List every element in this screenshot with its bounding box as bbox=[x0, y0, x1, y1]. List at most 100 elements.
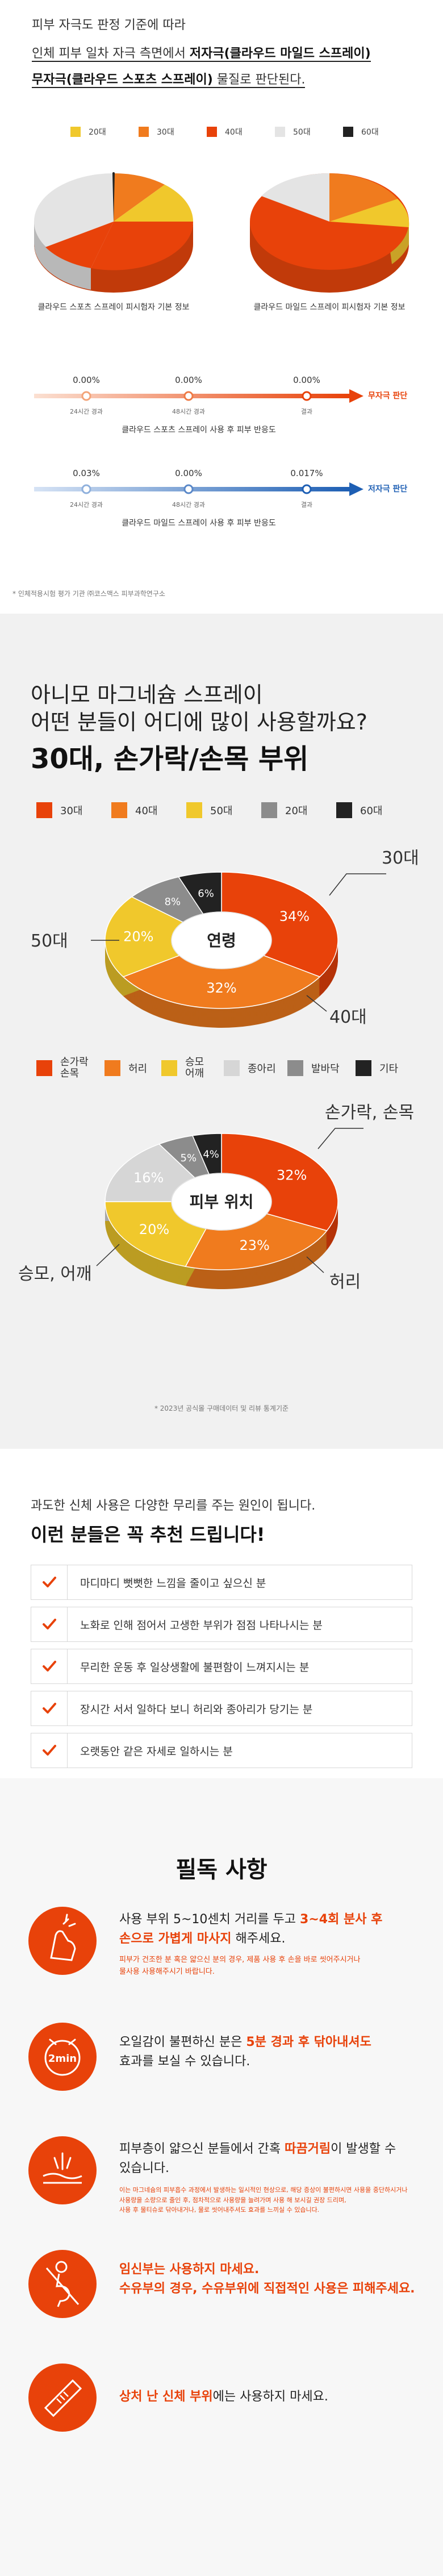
slice-label: 32% bbox=[206, 980, 236, 996]
sports-step-24h: 24시간 경과 bbox=[70, 408, 103, 415]
mild-timeline-arrow bbox=[34, 482, 363, 496]
age-donut-chart: 34% 32% 20% 8% 6% 연령 30대 40대 50대 bbox=[31, 848, 419, 1028]
legend-part-finger: 손가락 손목 bbox=[36, 1057, 105, 1079]
mild-step-24h: 24시간 경과 bbox=[70, 501, 103, 508]
intro-line-3: 무자극(클라우드 스포츠 스프레이) 물질로 판단된다. bbox=[32, 69, 306, 88]
legend-part-sole: 발바닥 bbox=[287, 1060, 356, 1076]
sports-step-result: 결과 bbox=[300, 408, 313, 415]
part-donut-chart: 32% 23% 20% 16% 5% 4% 피부 위치 손가락, 손목 허리 승모, 어깨 bbox=[18, 1103, 414, 1292]
slice-label: 23% bbox=[240, 1237, 270, 1253]
recommend-item-text: 노화로 인해 점어서 고생한 부위가 점점 나타나시는 분 bbox=[80, 1619, 323, 1632]
sports-pie-chart bbox=[34, 172, 194, 293]
recommend-item: 마디마디 뻣뻣한 느낌을 줄이고 싶으신 분 bbox=[31, 1565, 412, 1600]
pregnant-icon bbox=[28, 2250, 97, 2318]
slice-label: 4% bbox=[203, 1149, 219, 1161]
intro-mild-bold: 저자극(클라우드 마일드 스프레이) bbox=[189, 47, 371, 62]
legend-40s: 40대 bbox=[207, 126, 275, 137]
callout-age-40s: 40대 bbox=[329, 1007, 367, 1027]
recommend-item: 오랫동안 같은 자세로 일하시는 분 bbox=[31, 1733, 412, 1768]
survey-part-legend: 손가락 손목 허리 승모 어깨 종아리 발바닥 기타 bbox=[36, 1057, 407, 1079]
legend-age-30s: 30대 bbox=[36, 802, 111, 818]
intro-line-2: 인체 피부 일차 자극 측면에서 저자극(클라우드 마일드 스프레이) bbox=[32, 43, 371, 62]
spray-hand-icon bbox=[28, 1907, 97, 1975]
recommend-item-text: 오랫동안 같은 자세로 일하시는 분 bbox=[80, 1745, 233, 1758]
skin-layer-icon bbox=[28, 2136, 97, 2204]
recommend-item-text: 마디마디 뻣뻣한 느낌을 줄이고 싶으신 분 bbox=[80, 1577, 266, 1590]
survey-answer: 30대, 손가락/손목 부위 bbox=[31, 743, 309, 775]
legend-part-etc: 기타 bbox=[356, 1060, 407, 1076]
donut-center-label: 피부 위치 bbox=[190, 1193, 254, 1211]
sports-timeline-caption: 클라우드 스포츠 스프레이 사용 후 피부 반응도 bbox=[122, 426, 276, 435]
legend-30s: 30대 bbox=[139, 126, 207, 137]
legend-20s: 20대 bbox=[70, 126, 139, 137]
survey-age-legend: 30대 40대 50대 20대 60대 bbox=[36, 802, 393, 818]
legend-age-40s: 40대 bbox=[111, 802, 186, 818]
sports-step-48h: 48시간 경과 bbox=[172, 408, 205, 415]
checkmark-icon bbox=[31, 1565, 68, 1599]
recommend-intro: 과도한 신체 사용은 다양한 무리를 주는 원인이 됩니다. bbox=[31, 1499, 316, 1513]
irritation-test-section: 피부 자극도 판정 기준에 따라 인체 피부 일차 자극 측면에서 저자극(클라… bbox=[0, 0, 443, 614]
survey-note: * 2023년 공식몰 구매데이터 및 리뷰 통계기준 bbox=[154, 1404, 289, 1412]
mild-timeline-caption: 클라우드 마일드 스프레이 사용 후 피부 반응도 bbox=[122, 519, 276, 528]
intro-line-3-post: 물질로 판단된다. bbox=[212, 73, 306, 88]
must-item-4: 임신부는 사용하지 마세요. 수유부의 경우, 수유부위에 직접적인 사용은 피… bbox=[119, 2262, 415, 2296]
must-read-section: 필독 사항 사용 부위 5~10센치 거리를 두고 3~4회 분사 후 손으로 … bbox=[0, 1778, 443, 2576]
mild-step-result: 결과 bbox=[300, 501, 313, 508]
sports-value-24h: 0.00% bbox=[73, 375, 100, 385]
intro-line-1: 피부 자극도 판정 기준에 따라 bbox=[32, 18, 186, 32]
sports-pie-caption: 클라우드 스포츠 스프레이 피시험자 기본 정보 bbox=[37, 303, 190, 312]
recommend-item: 무리한 운동 후 일상생활에 불편함이 느껴지시는 분 bbox=[31, 1649, 412, 1684]
mild-value-48h: 0.00% bbox=[175, 468, 202, 478]
legend-age-50s: 50대 bbox=[186, 802, 261, 818]
intro-line-2-pre: 인체 피부 일차 자극 측면에서 bbox=[32, 47, 190, 62]
slice-label: 20% bbox=[139, 1222, 169, 1237]
legend-50s: 50대 bbox=[275, 126, 343, 137]
wound-icon bbox=[28, 2364, 97, 2432]
svg-text:2min: 2min bbox=[48, 2053, 77, 2065]
source-note: * 인체적용시험 평가 기관 ㈜코스맥스 피부과학연구소 bbox=[12, 590, 165, 598]
must-read-title: 필독 사항 bbox=[175, 1857, 268, 1883]
recommend-item-text: 무리한 운동 후 일상생활에 불편함이 느껴지시는 분 bbox=[80, 1661, 310, 1674]
mild-pie-caption: 클라우드 마일드 스프레이 피시험자 기본 정보 bbox=[253, 303, 406, 312]
callout-part-finger: 손가락, 손목 bbox=[325, 1103, 414, 1123]
checkmark-icon bbox=[31, 1649, 68, 1683]
slice-label: 20% bbox=[123, 929, 153, 945]
callout-part-shoulder: 승모, 어깨 bbox=[18, 1264, 91, 1284]
slice-label: 5% bbox=[181, 1152, 197, 1164]
mild-judgement-label: 저자극 판단 bbox=[368, 485, 408, 494]
checkmark-icon bbox=[31, 1733, 68, 1768]
recommend-item-text: 장시간 서서 일하다 보니 허리와 종아리가 당기는 분 bbox=[80, 1703, 313, 1716]
must-item-2: 오일감이 불편하신 분은 5분 경과 후 닦아내셔도 효과를 보실 수 있습니다… bbox=[119, 2035, 371, 2069]
slice-label: 6% bbox=[198, 888, 214, 900]
callout-part-waist: 허리 bbox=[329, 1272, 361, 1292]
survey-section: 아니모 마그네슘 스프레이 어떤 분들이 어디에 많이 사용할까요? 30대, … bbox=[0, 614, 443, 1449]
must-item-3: 피부층이 얇으신 분들에서 간혹 따끔거림이 발생할 수 있습니다. bbox=[119, 2142, 396, 2176]
slice-label: 16% bbox=[133, 1170, 164, 1186]
legend-age-20s: 20대 bbox=[261, 802, 336, 818]
mild-value-result: 0.017% bbox=[290, 468, 323, 478]
legend-part-shoulder: 승모 어깨 bbox=[161, 1057, 224, 1079]
legend-part-calf: 종아리 bbox=[224, 1060, 287, 1076]
must-item-1-sub: 피부가 건조한 분 혹은 얇으신 분의 경우, 제품 사용 후 손을 바로 씻어… bbox=[119, 1956, 361, 1976]
mild-step-48h: 48시간 경과 bbox=[172, 501, 205, 508]
must-item-5: 상처 난 신체 부위에는 사용하지 마세요. bbox=[119, 2390, 328, 2404]
legend-60s: 60대 bbox=[343, 126, 400, 137]
sports-value-result: 0.00% bbox=[293, 375, 320, 385]
slice-label: 32% bbox=[277, 1167, 307, 1183]
must-item-3-sub: 이는 마그네슘의 피부흡수 과정에서 발생하는 일시적인 현상으로, 해당 증상… bbox=[119, 2186, 408, 2214]
sports-value-48h: 0.00% bbox=[175, 375, 202, 385]
slice-label: 8% bbox=[165, 896, 181, 908]
mild-value-24h: 0.03% bbox=[73, 468, 100, 478]
donut-center-label: 연령 bbox=[207, 931, 236, 950]
age-legend: 20대 30대 40대 50대 60대 bbox=[70, 126, 400, 137]
slice-label: 34% bbox=[279, 908, 310, 924]
must-item-1: 사용 부위 5~10센치 거리를 두고 3~4회 분사 후 손으로 가볍게 마사… bbox=[119, 1912, 383, 1946]
mild-pie-chart bbox=[250, 173, 409, 293]
sports-judgement-label: 무자극 판단 bbox=[368, 391, 408, 401]
recommend-item: 노화로 인해 점어서 고생한 부위가 점점 나타나시는 분 bbox=[31, 1607, 412, 1642]
checkmark-icon bbox=[31, 1607, 68, 1641]
recommend-title: 이런 분들은 꼭 추천 드립니다! bbox=[31, 1524, 265, 1545]
legend-age-60s: 60대 bbox=[336, 802, 393, 818]
survey-question-2: 어떤 분들이 어디에 많이 사용할까요? bbox=[31, 710, 367, 735]
